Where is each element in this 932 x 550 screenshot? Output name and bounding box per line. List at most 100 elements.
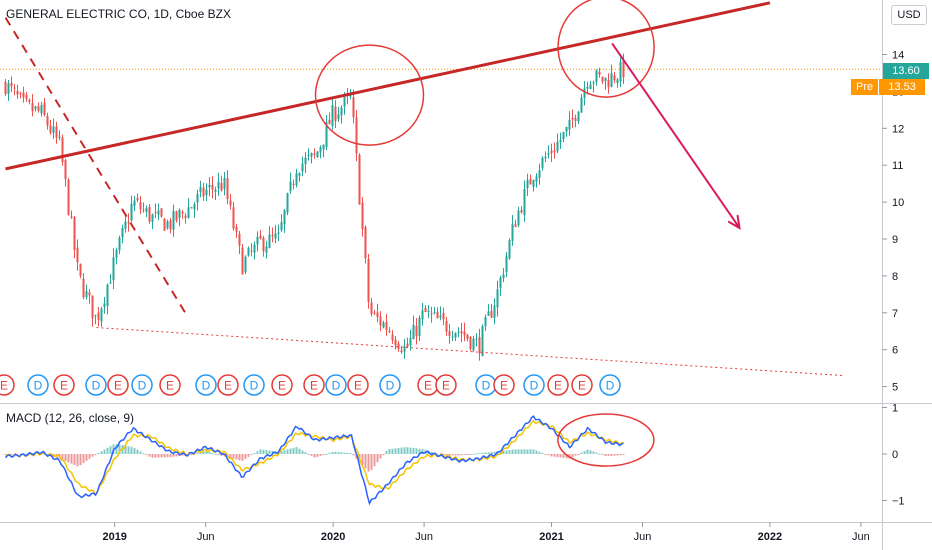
price-axis-label: 9 (892, 234, 898, 246)
price-axis-label: 5 (892, 382, 898, 394)
candle-body (115, 249, 118, 258)
candle-body (487, 311, 490, 316)
dividend-marker[interactable] (131, 374, 153, 396)
dividend-marker[interactable] (379, 374, 401, 396)
macd-histogram-bar (247, 454, 250, 457)
candle-body (490, 310, 493, 318)
earnings-marker[interactable] (217, 374, 239, 396)
earnings-marker[interactable] (347, 374, 369, 396)
macd-histogram-bar (484, 452, 487, 454)
candle-body (385, 321, 388, 330)
candle-body (298, 173, 301, 176)
macd-histogram-bar (298, 448, 301, 454)
candle-body (109, 282, 112, 284)
candle-body (364, 227, 367, 259)
macd-histogram-bar (46, 454, 49, 455)
macd-histogram-bar (619, 454, 622, 456)
macd-histogram-bar (109, 446, 112, 454)
candle-body (70, 216, 73, 218)
earnings-marker[interactable] (493, 374, 515, 396)
candle-body (526, 179, 529, 189)
macd-highlight-circle[interactable] (557, 413, 655, 467)
dividend-marker[interactable] (195, 374, 217, 396)
candle-body (493, 305, 496, 319)
macd-histogram-bar (475, 453, 478, 455)
candle-body (145, 208, 148, 213)
macd-histogram-bar (79, 454, 82, 466)
currency-button[interactable]: USD (891, 5, 927, 25)
candle-body (301, 163, 304, 172)
candle-body (64, 159, 67, 180)
candle-body (388, 330, 391, 332)
candle-body (622, 59, 625, 78)
candle-body (613, 75, 616, 81)
candle-body (592, 82, 595, 84)
candle-body (49, 125, 52, 133)
earnings-marker[interactable] (53, 374, 75, 396)
forecast-arrow-shaft[interactable] (611, 42, 741, 229)
macd-histogram-bar (574, 454, 577, 456)
downtrend-dashed-line[interactable] (4, 17, 189, 318)
earnings-marker[interactable] (107, 374, 129, 396)
macd-histogram-bar (565, 454, 568, 459)
macd-histogram-bar (454, 454, 457, 456)
macd-histogram-bar (562, 454, 565, 458)
earnings-marker[interactable] (435, 374, 457, 396)
macd-histogram-bar (406, 447, 409, 454)
macd-histogram-bar (535, 450, 538, 454)
earnings-marker[interactable] (303, 374, 325, 396)
dividend-marker[interactable] (243, 374, 265, 396)
macd-histogram-bar (520, 449, 523, 454)
highlight-circle[interactable] (557, 0, 655, 98)
macd-histogram-bar (190, 454, 193, 455)
macd-histogram-bar (283, 450, 286, 454)
candle-body (151, 214, 154, 222)
dividend-marker[interactable] (599, 374, 621, 396)
candle-body (214, 189, 217, 192)
macd-histogram-bar (430, 451, 433, 454)
candle-body (4, 81, 7, 95)
candle-body (208, 184, 211, 188)
macd-histogram-bar (481, 452, 484, 454)
candle-body (478, 337, 481, 354)
candle-body (136, 197, 139, 201)
earnings-marker[interactable] (159, 374, 181, 396)
macd-histogram-bar (82, 454, 85, 463)
macd-histogram-bar (16, 454, 19, 455)
macd-histogram-bar (397, 447, 400, 454)
macd-histogram-bar (331, 451, 334, 454)
pre-market-label: Pre 13.53 (851, 79, 926, 95)
dividend-marker[interactable] (27, 374, 49, 396)
candle-body (304, 157, 307, 165)
earnings-marker[interactable] (547, 374, 569, 396)
candle-body (22, 92, 25, 98)
event-marker-label: E (578, 379, 586, 393)
macd-axis-label: 0 (892, 449, 898, 461)
dividend-marker[interactable] (523, 374, 545, 396)
macd-histogram-bar (322, 454, 325, 455)
earnings-marker[interactable] (0, 374, 15, 396)
macd-histogram-bar (346, 452, 349, 454)
candle-body (106, 284, 109, 306)
event-marker-label: E (166, 379, 174, 393)
macd-title: MACD (12, 26, close, 9) (6, 411, 135, 425)
macd-histogram-bar (214, 453, 217, 455)
macd-histogram-bar (67, 454, 70, 463)
dividend-marker[interactable] (325, 374, 347, 396)
macd-histogram-bar (202, 451, 205, 454)
resistance-trendline[interactable] (5, 1, 771, 171)
macd-histogram-bar (313, 454, 316, 458)
macd-histogram-bar (85, 454, 88, 461)
candle-body (331, 104, 334, 126)
candle-body (322, 144, 325, 150)
macd-histogram-bar (559, 454, 562, 458)
event-marker-label: E (442, 379, 450, 393)
macd-histogram-bar (100, 451, 103, 454)
highlight-circle[interactable] (314, 44, 425, 146)
candle-body (178, 209, 181, 218)
dividend-marker[interactable] (85, 374, 107, 396)
earnings-marker[interactable] (271, 374, 293, 396)
earnings-marker[interactable] (571, 374, 593, 396)
candle-body (244, 256, 247, 273)
